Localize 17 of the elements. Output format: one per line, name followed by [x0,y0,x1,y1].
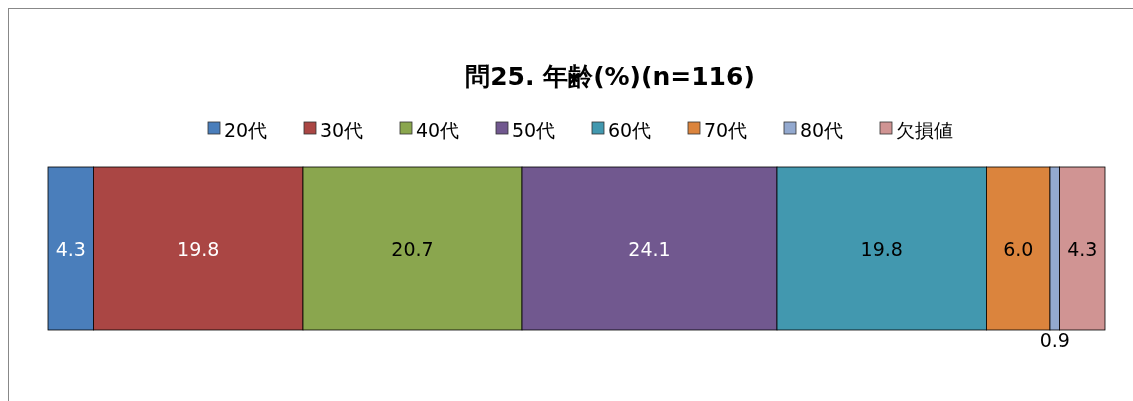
legend-label: 40代 [416,119,460,141]
legend-label: 30代 [320,119,364,141]
legend-label: 70代 [704,119,748,141]
legend-label: 20代 [224,119,268,141]
legend-label: 欠損値 [896,119,953,141]
data-label: 4.3 [1067,237,1098,260]
legend-label: 50代 [512,119,556,141]
legend-label: 80代 [800,119,844,141]
data-label: 24.1 [628,237,671,260]
data-label: 0.9 [1039,329,1070,351]
data-label: 19.8 [860,237,903,260]
data-label: 20.7 [391,237,434,260]
title: 問25. 年齢(%)(n=116) [465,62,755,91]
legend-label: 60代 [608,119,652,141]
data-label: 6.0 [1003,237,1034,260]
data-label: 4.3 [55,237,86,260]
data-label: 19.8 [177,237,220,260]
